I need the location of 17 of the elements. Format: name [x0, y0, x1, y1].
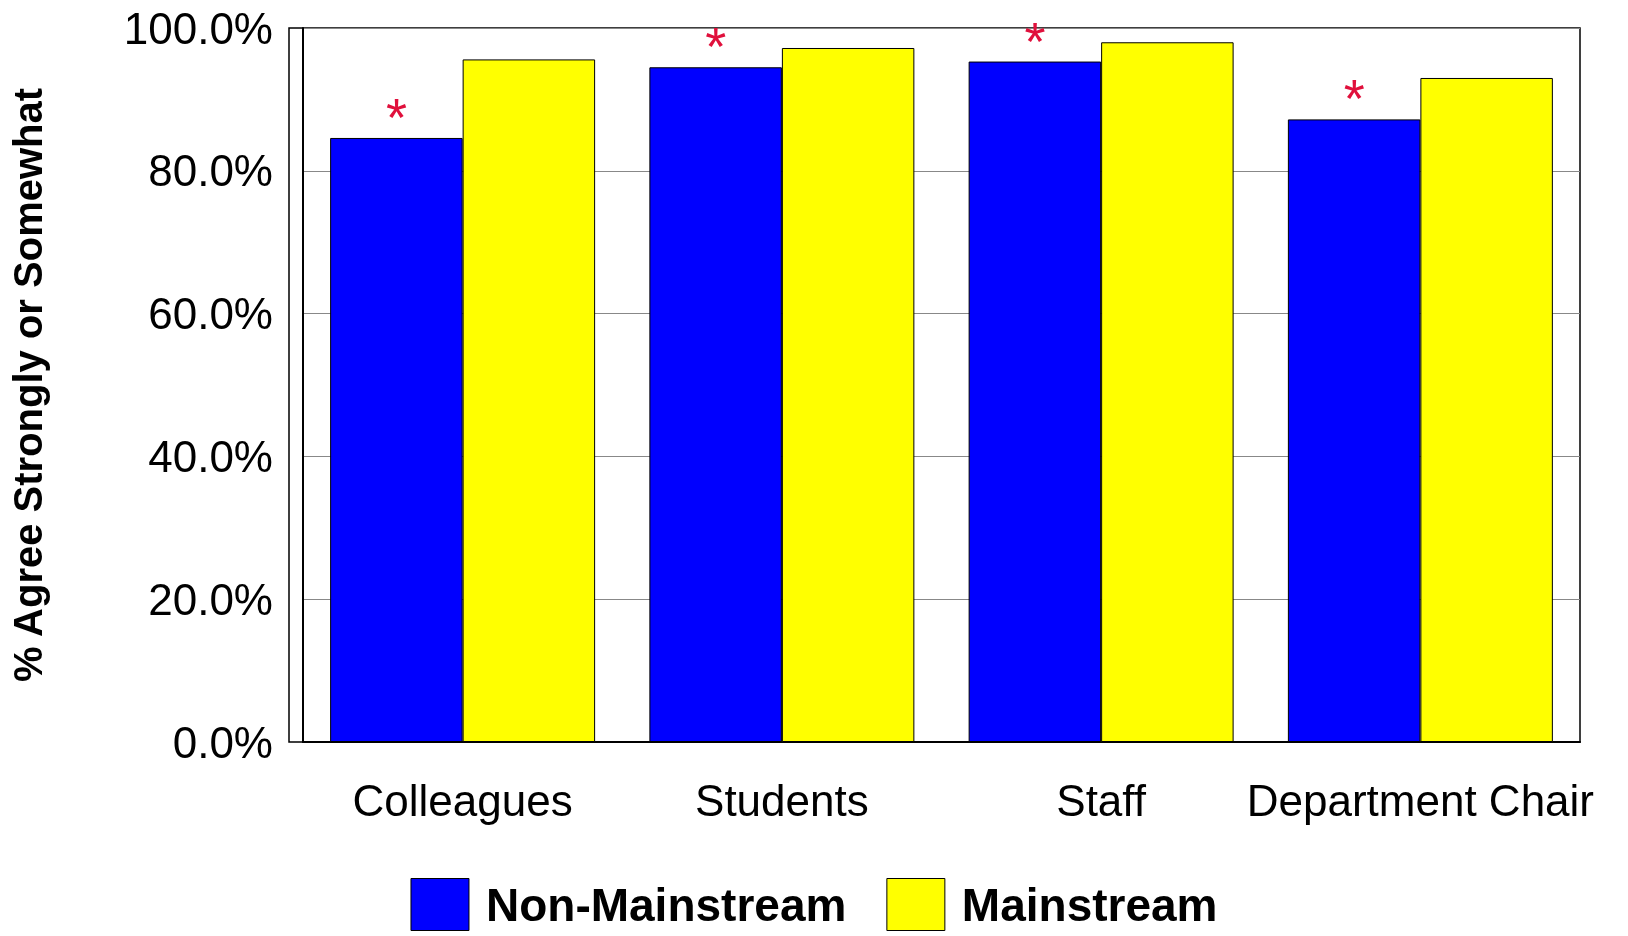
- x-tick-label: Students: [695, 775, 869, 825]
- y-tick-label: 80.0%: [148, 146, 273, 196]
- x-tick-label: Colleagues: [352, 775, 573, 825]
- annotation: *: [385, 86, 407, 147]
- y-tick-label: 60.0%: [148, 289, 273, 339]
- y-tick-label: 0.0%: [172, 717, 273, 767]
- annotation: *: [1024, 10, 1046, 71]
- y-tick-label: 100.0%: [123, 3, 273, 53]
- annotation: *: [1343, 68, 1365, 129]
- legend-label: Mainstream: [961, 878, 1218, 931]
- x-tick-label: Staff: [1056, 775, 1147, 825]
- y-axis-title: % Agree Strongly or Somewhat: [6, 87, 50, 683]
- annotation: *: [705, 16, 727, 77]
- y-tick-label: 20.0%: [148, 574, 273, 624]
- y-tick-label: 40.0%: [148, 431, 273, 481]
- x-tick-label: Department Chair: [1246, 775, 1595, 825]
- legend-label: Non-Mainstream: [485, 878, 847, 931]
